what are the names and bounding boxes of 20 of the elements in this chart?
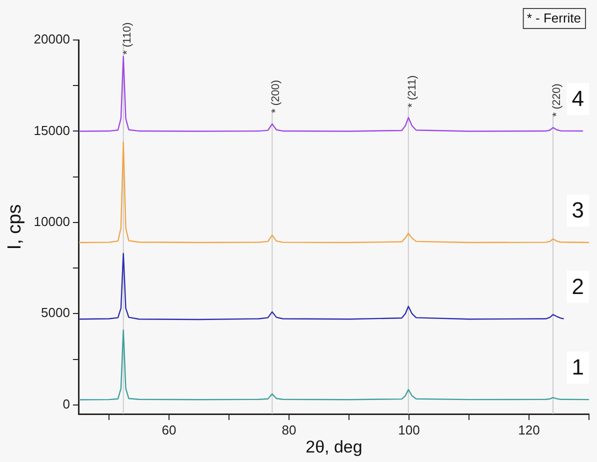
y-tick-label: 10000 xyxy=(34,214,70,230)
series-label: 2 xyxy=(572,274,584,299)
y-axis-title: I, cps xyxy=(4,204,26,250)
y-tick-label: 15000 xyxy=(34,122,70,138)
x-tick-label: 100 xyxy=(398,422,420,438)
y-tick-label: 0 xyxy=(62,396,70,412)
series-label: 3 xyxy=(572,198,584,223)
x-tick-label: 80 xyxy=(282,422,296,438)
x-tick-label: 120 xyxy=(518,422,540,438)
annotation: * (220) xyxy=(551,84,564,117)
x-tick-label: 60 xyxy=(162,422,176,438)
annotation: * (200) xyxy=(270,80,282,113)
y-tick-label: 5000 xyxy=(41,305,70,320)
y-tick-label: 20000 xyxy=(34,32,70,47)
annotation: * (110) xyxy=(121,22,134,55)
x-axis-title: 2θ, deg xyxy=(306,437,362,456)
series-label: 1 xyxy=(572,354,584,380)
series-label: 4 xyxy=(572,86,584,112)
text: * - Ferrite xyxy=(526,10,581,26)
annotation: * (211) xyxy=(406,75,418,108)
